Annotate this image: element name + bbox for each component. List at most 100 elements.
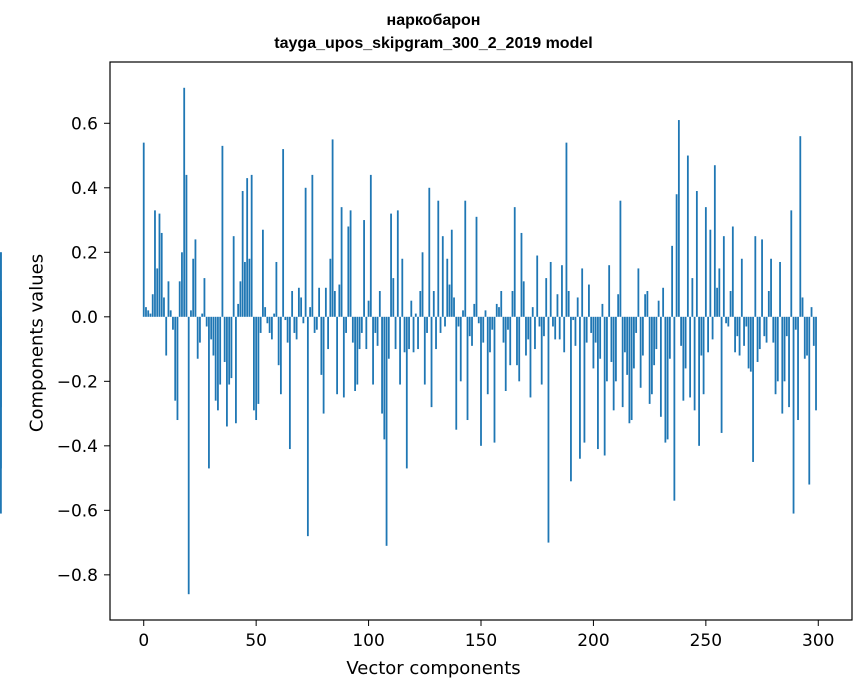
bar: [246, 178, 249, 317]
bar: [763, 316, 766, 337]
bar: [232, 236, 235, 317]
bar: [356, 316, 359, 385]
bar: [736, 316, 739, 337]
bar: [655, 316, 658, 350]
bar: [707, 316, 709, 353]
bar: [282, 149, 285, 317]
bar: [617, 294, 620, 317]
bar: [360, 316, 363, 333]
bar: [621, 316, 624, 408]
bar: [563, 316, 566, 353]
bar: [788, 316, 790, 408]
bar: [277, 316, 280, 366]
bar: [572, 316, 575, 321]
bar: [284, 316, 287, 321]
bar: [752, 316, 754, 462]
bar: [657, 300, 660, 317]
bar: [336, 316, 338, 395]
bar: [722, 236, 725, 317]
bar: [815, 316, 817, 411]
bar: [779, 261, 781, 317]
y-tick-label: −0.8: [57, 566, 98, 586]
bar: [468, 316, 471, 337]
bar: [592, 316, 595, 369]
bar: [270, 316, 273, 340]
bar: [619, 200, 622, 317]
bar: [201, 313, 204, 317]
bar: [273, 313, 276, 317]
bar: [477, 316, 480, 324]
bar: [320, 316, 323, 375]
bar: [275, 261, 278, 317]
bar: [520, 232, 523, 317]
bar: [484, 310, 487, 317]
bar: [192, 258, 195, 317]
bar: [394, 316, 397, 350]
bar: [525, 316, 527, 356]
x-tick-label: 200: [577, 631, 609, 651]
bar: [664, 316, 667, 443]
bar: [493, 316, 496, 443]
bar: [691, 278, 694, 317]
bar: [516, 316, 518, 366]
bar: [500, 291, 503, 317]
bar: [217, 316, 219, 411]
bar: [423, 316, 426, 385]
bar: [626, 316, 629, 375]
bar: [347, 226, 350, 317]
bar: [641, 316, 644, 356]
bar: [342, 316, 345, 398]
bar: [552, 316, 554, 327]
bar: [351, 316, 354, 343]
bar: [704, 207, 707, 317]
bar: [387, 316, 390, 359]
bar: [709, 229, 712, 317]
bar: [322, 316, 325, 414]
x-tick-label: 250: [690, 631, 722, 651]
bar: [421, 252, 424, 317]
bar: [792, 316, 795, 514]
bar: [810, 307, 813, 317]
bar: [163, 297, 165, 317]
bar: [522, 281, 525, 317]
bar: [480, 316, 482, 446]
bar: [473, 303, 476, 317]
bar: [635, 316, 638, 333]
bar: [711, 316, 714, 340]
bar: [781, 316, 784, 414]
y-tick-label: −0.6: [57, 501, 98, 521]
bar: [268, 316, 271, 333]
bar: [799, 136, 802, 317]
bar: [646, 291, 649, 317]
bar: [698, 316, 700, 446]
bar: [367, 300, 370, 317]
bar: [754, 236, 757, 317]
bar: [758, 316, 761, 350]
bar: [297, 287, 300, 317]
bar: [482, 316, 485, 343]
bar: [279, 316, 282, 395]
bar: [399, 316, 401, 385]
bar: [174, 316, 177, 401]
bar: [574, 316, 577, 346]
bar: [145, 307, 147, 317]
bar: [615, 316, 617, 382]
bar: [603, 316, 606, 456]
bar: [554, 316, 557, 340]
x-tick-label: 100: [352, 631, 384, 651]
bar: [345, 316, 347, 333]
bar: [259, 316, 262, 333]
bar: [264, 307, 267, 317]
bar: [441, 236, 444, 317]
bar: [176, 316, 179, 421]
bar: [637, 268, 640, 317]
bar: [158, 213, 161, 317]
bar: [311, 174, 314, 317]
bar: [313, 316, 316, 333]
bar: [808, 316, 811, 485]
bar: [340, 207, 343, 317]
bar: [702, 316, 705, 395]
bar: [812, 316, 815, 346]
bar: [556, 294, 559, 317]
